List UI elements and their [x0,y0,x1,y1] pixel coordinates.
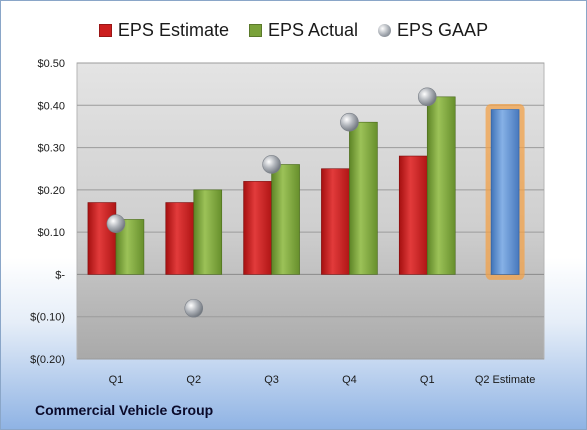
bar-eps-estimate [398,155,428,275]
x-tick-label: Q1 [420,374,435,386]
legend-label-eps-actual: EPS Actual [267,19,359,40]
bar-eps-estimate [243,181,272,275]
bar-eps-actual [271,164,300,275]
x-tick-label: Q1 [109,374,124,386]
x-tick-label: Q2 [186,374,201,386]
y-tick-label: $0.40 [37,100,65,112]
bar-eps-estimate [165,202,195,275]
y-tick-label: $- [55,269,65,281]
legend-label-eps-estimate: EPS Estimate [117,19,229,40]
y-tick-label: $0.20 [37,185,65,197]
legend-marker-eps-gaap [378,23,392,37]
bar-eps-actual [426,96,456,275]
legend-label-eps-gaap: EPS GAAP [397,19,489,40]
point-eps-gaap [262,155,281,174]
bar-eps-actual [193,189,223,275]
point-eps-gaap [340,112,359,132]
point-eps-gaap [106,214,126,233]
bar-eps-actual [349,121,378,275]
legend-swatch-eps-estimate [98,23,112,37]
point-eps-gaap [417,87,437,107]
legend-item-eps-estimate: EPS Estimate [98,19,229,41]
y-tick-label: $0.30 [37,143,65,155]
legend-item-eps-gaap: EPS GAAP [378,20,488,41]
bar-eps-estimate [87,202,117,275]
y-tick-label: $0.50 [37,58,65,70]
bar-q2-estimate [490,109,520,275]
bar-q2-estimate-glow [485,104,525,280]
plot-area [76,62,545,360]
point-eps-gaap [184,298,204,318]
x-tick-label: Q3 [264,374,279,386]
y-tick-label: $0.10 [37,227,65,239]
x-tick-label: Q2 Estimate [475,374,536,386]
chart-plot: $0.50 $0.40 $0.30 $0.20 $0.10 $- $(0.10) $(0.20… [30,58,545,386]
y-tick-label: $(0.10) [30,312,65,324]
y-tick-label: $(0.20) [30,354,65,366]
company-name: Commercial Vehicle Group [35,402,214,418]
legend-swatch-eps-actual [248,23,262,37]
legend-item-eps-actual: EPS Actual [248,19,359,41]
x-tick-label: Q4 [342,374,357,386]
legend: EPS Estimate EPS Actual EPS GAAP [1,18,586,42]
bar-eps-estimate [321,168,350,275]
